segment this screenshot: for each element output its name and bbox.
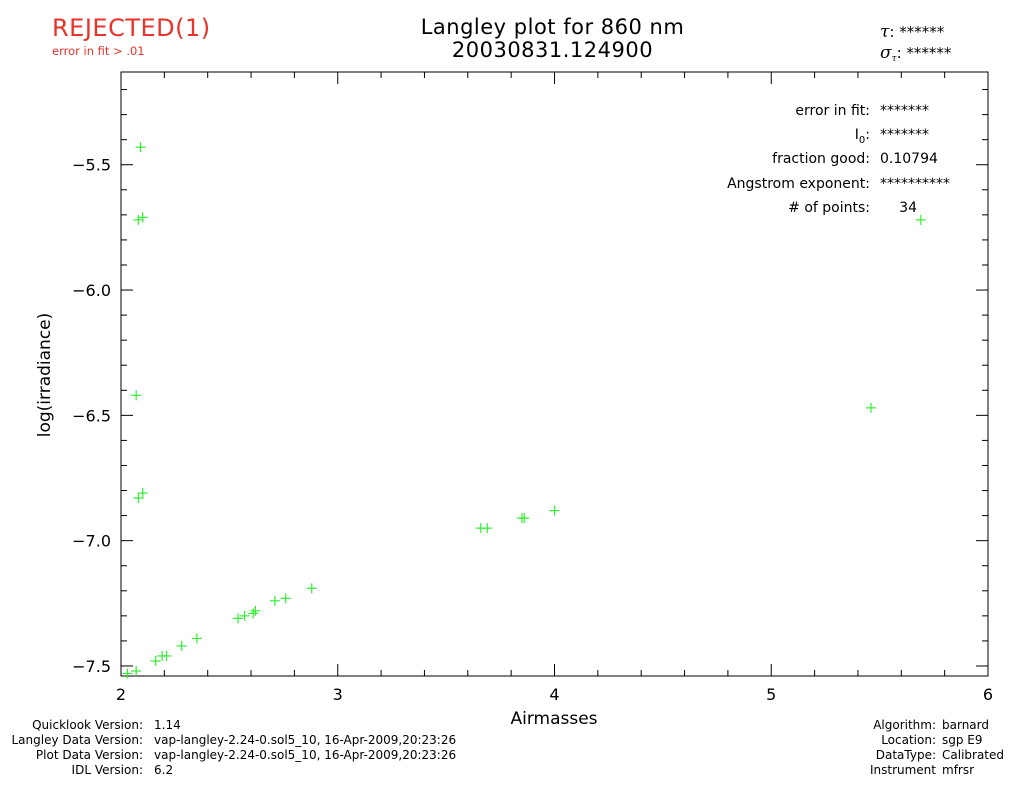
sigma-symbol: σ (880, 43, 892, 63)
x-tick-label: 5 (766, 685, 776, 704)
stat-value: ********** (880, 176, 950, 192)
data-point (280, 593, 291, 604)
title-line-2: 20030831.124900 (451, 38, 654, 62)
data-point (131, 665, 142, 676)
data-point (133, 493, 144, 504)
tau-value: ****** (899, 23, 945, 41)
sigma-tau-value: ****** (906, 44, 952, 62)
footer-label: Location: (881, 733, 936, 747)
y-tick-label: −7.0 (72, 532, 111, 551)
data-point (137, 212, 148, 223)
data-point (306, 583, 317, 594)
title-line-1: Langley plot for 860 nm (420, 15, 685, 39)
data-point (250, 605, 261, 616)
data-point (150, 655, 161, 666)
y-tick-label: −7.5 (72, 657, 111, 676)
stat-value: ******* (880, 103, 929, 119)
footer-label: DataType: (875, 748, 936, 762)
data-point (135, 142, 146, 153)
data-point (133, 214, 144, 225)
footer-label: Quicklook Version: (32, 718, 143, 732)
tau-symbol: τ (880, 22, 890, 42)
x-tick-label: 4 (549, 685, 559, 704)
footer-value: vap-langley-2.24-0.sol5_10, 16-Apr-2009,… (154, 733, 457, 747)
y-axis-label: log(irradiance) (35, 313, 55, 438)
chart-title: Langley plot for 860 nm 20030831.124900 (300, 16, 805, 62)
rejected-status: REJECTED(1) (52, 14, 211, 42)
footer-value: 1.14 (154, 718, 181, 732)
footer-label: IDL Version: (71, 763, 143, 777)
x-tick-label: 3 (333, 685, 343, 704)
tau-readout: τ: ****** (880, 22, 945, 42)
footer-label: Algorithm: (873, 718, 936, 732)
fit-statistics: error in fit: ******* I0: ******* fraction g… (727, 103, 950, 216)
y-tick-label: −6.0 (72, 281, 111, 300)
footer-value: 6.2 (154, 763, 174, 777)
stat-label: fraction good: (772, 151, 870, 167)
data-point (519, 513, 530, 524)
footer-value: vap-langley-2.24-0.sol5_10, 16-Apr-2009,… (154, 748, 457, 762)
data-point (239, 610, 250, 621)
sigma-tau-readout: στ: ****** (880, 43, 952, 64)
footer-label: Langley Data Version: (11, 733, 143, 747)
stat-value: 0.10794 (880, 151, 938, 167)
data-point (131, 390, 142, 401)
stat-value: ******* (880, 127, 929, 143)
data-point (549, 505, 560, 516)
data-point (482, 523, 493, 534)
axis-ticks: 2 3 4 5 6−7.5−7.0−6.5−6.0−5.5 (72, 72, 993, 704)
data-point (137, 488, 148, 499)
footer-label: Plot Data Version: (35, 748, 143, 762)
data-point (865, 402, 876, 413)
y-tick-label: −6.5 (72, 406, 111, 425)
data-point (269, 595, 280, 606)
footer-value: sgp E9 (942, 733, 983, 747)
stat-label: Angstrom exponent: (727, 176, 870, 192)
stat-label: # of points: (788, 200, 870, 216)
data-point (191, 633, 202, 644)
data-point (161, 650, 172, 661)
rejected-reason: error in fit > .01 (52, 44, 145, 58)
data-points (122, 142, 926, 679)
stat-label: I0: (855, 127, 870, 146)
footer-value: Calibrated (942, 748, 1005, 762)
footer-value: mfrsr (942, 763, 975, 777)
stat-label: error in fit: (795, 103, 870, 119)
data-point (122, 668, 133, 679)
data-point (915, 214, 926, 225)
x-tick-label: 2 (116, 685, 126, 704)
data-point (248, 608, 259, 619)
stat-value: 34 (899, 200, 917, 216)
footer-value: barnard (942, 718, 989, 732)
data-point (233, 613, 244, 624)
sigma-subscript: τ (891, 54, 897, 64)
x-tick-label: 6 (983, 685, 993, 704)
x-axis-label: Airmasses (510, 709, 597, 729)
footer-label: Instrument (869, 763, 936, 777)
data-point (176, 640, 187, 651)
y-tick-label: −5.5 (72, 156, 111, 175)
